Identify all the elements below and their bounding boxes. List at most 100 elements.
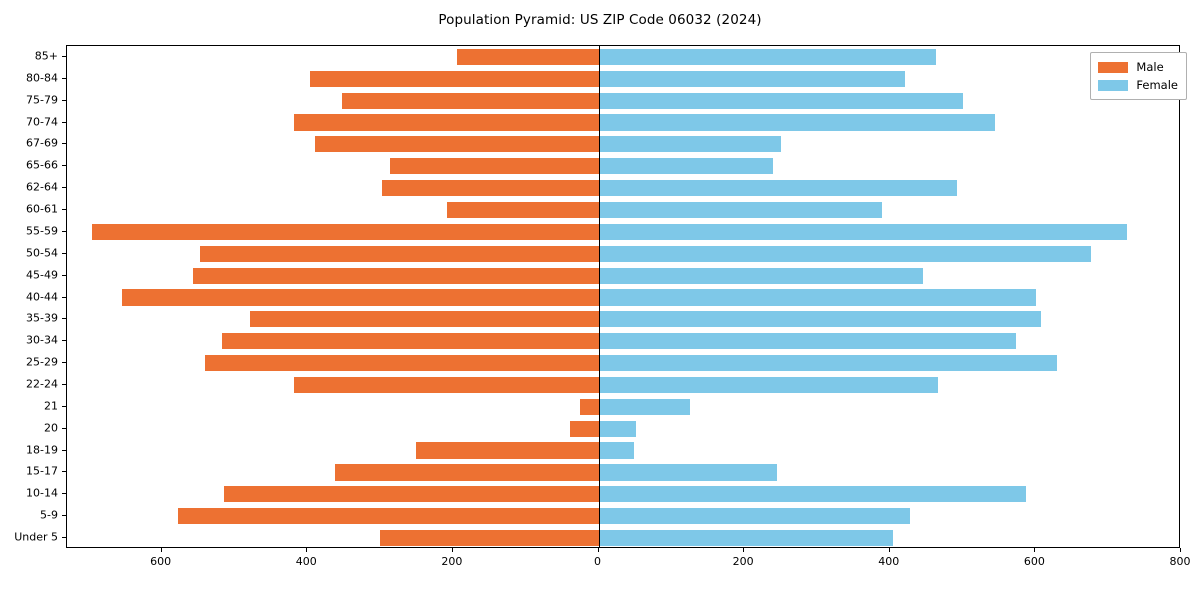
x-axis-tick-mark (1180, 548, 1181, 552)
bar-female (598, 508, 911, 525)
pyramid-row (67, 92, 1179, 109)
bar-male (416, 442, 599, 459)
bar-female (598, 223, 1128, 240)
x-axis-tick-mark (743, 548, 745, 552)
bar-female (598, 48, 936, 65)
bar-female (598, 529, 893, 547)
bar-male (314, 136, 599, 153)
bar-female (598, 114, 996, 131)
y-axis-tick-mark (62, 99, 66, 101)
bar-male (122, 289, 599, 306)
pyramid-row (67, 464, 1179, 481)
legend-color-swatch (1098, 61, 1129, 73)
bar-female (598, 180, 957, 197)
bar-female (598, 136, 782, 153)
bar-female (598, 267, 923, 284)
bar-female (598, 442, 635, 459)
bar-female (598, 486, 1026, 503)
x-axis-tick-mark (306, 548, 308, 552)
y-axis-tick-label: 85+ (34, 49, 58, 63)
y-axis-tick-mark (62, 77, 66, 79)
chart-title: Population Pyramid: US ZIP Code 06032 (2… (438, 12, 762, 28)
bar-female (598, 245, 1092, 262)
bar-male (92, 223, 599, 240)
bar-male (334, 464, 599, 481)
bar-male (457, 48, 599, 65)
bars-layer (67, 46, 1179, 547)
y-axis-tick-label: 10-14 (26, 486, 58, 500)
y-axis-tick-mark (62, 383, 66, 385)
y-axis-tick-label: 40-44 (26, 290, 58, 303)
x-axis-tick-label: 400 (295, 555, 317, 568)
y-axis-tick-label: 21 (44, 399, 58, 413)
y-axis-tick-label: 70-74 (26, 115, 58, 129)
y-axis-tick-mark (62, 55, 66, 57)
y-axis-tick-label: 18-19 (26, 443, 58, 457)
y-axis-tick-mark (62, 537, 66, 539)
bar-female (598, 420, 637, 437)
bar-female (598, 376, 938, 394)
bar-female (598, 201, 883, 219)
y-axis-tick-mark (62, 230, 66, 232)
y-axis-tick-marks (0, 45, 66, 548)
bar-male (580, 398, 599, 415)
bar-female (598, 398, 691, 415)
y-axis-tick-mark (62, 187, 66, 189)
y-axis-tick-mark (62, 318, 66, 320)
bar-male (192, 267, 599, 284)
y-axis-tick-label: 60-61 (26, 202, 58, 216)
legend-entry[interactable]: Male (1098, 58, 1178, 76)
x-axis-tick-label: 600 (150, 555, 172, 568)
bar-male (382, 180, 599, 197)
bar-female (598, 158, 774, 175)
x-axis-tick-mark (1034, 548, 1036, 552)
y-axis-tick-label: 30-34 (26, 333, 58, 347)
y-axis-tick-label: 55-59 (26, 224, 58, 238)
bar-male (294, 114, 599, 131)
pyramid-row (67, 442, 1179, 459)
bar-male (380, 529, 599, 547)
pyramid-row (67, 48, 1179, 65)
bar-male (342, 92, 599, 109)
pyramid-row (67, 70, 1179, 87)
y-axis-tick-mark (62, 121, 66, 123)
y-axis-tick-label: 15-17 (26, 464, 58, 478)
bar-male (224, 486, 599, 503)
bar-male (294, 376, 599, 394)
bar-male (390, 158, 599, 175)
pyramid-row (67, 158, 1179, 175)
y-axis-tick-mark (62, 165, 66, 167)
pyramid-row (67, 201, 1179, 219)
bar-male (205, 355, 599, 372)
y-axis-tick-labels: 85+ 80-84 75-79 70-74 67-69 65-66 62-64 60-61 55… (0, 45, 58, 548)
bar-male (250, 311, 599, 328)
y-axis-tick-label: 45-49 (26, 268, 58, 282)
x-axis-ticks: 600 400 200 0 200 400 600 800 (0, 548, 1200, 588)
y-axis-tick-mark (62, 252, 66, 254)
bar-female (598, 92, 964, 109)
pyramid-row (67, 267, 1179, 284)
pyramid-row (67, 376, 1179, 394)
x-axis-tick-label: 200 (441, 555, 463, 568)
y-axis-tick-mark (62, 449, 66, 451)
pyramid-row (67, 245, 1179, 262)
x-axis-tick-label: 400 (878, 555, 900, 568)
y-axis-tick-label: 50-54 (26, 246, 58, 260)
pyramid-row (67, 311, 1179, 328)
pyramid-row (67, 398, 1179, 415)
bar-female (598, 355, 1058, 372)
bar-female (598, 333, 1016, 350)
y-axis-tick-label: 62-64 (26, 180, 58, 194)
legend-entry[interactable]: Female (1098, 76, 1178, 94)
y-axis-tick-mark (62, 427, 66, 429)
y-axis-tick-mark (62, 405, 66, 407)
legend-label: Female (1136, 78, 1178, 92)
bar-female (598, 311, 1042, 328)
bar-male (570, 420, 599, 437)
bar-male (447, 201, 599, 219)
y-axis-tick-label: 65-66 (26, 158, 58, 172)
y-axis-tick-mark (62, 143, 66, 145)
bar-female (598, 289, 1037, 306)
pyramid-row (67, 136, 1179, 153)
